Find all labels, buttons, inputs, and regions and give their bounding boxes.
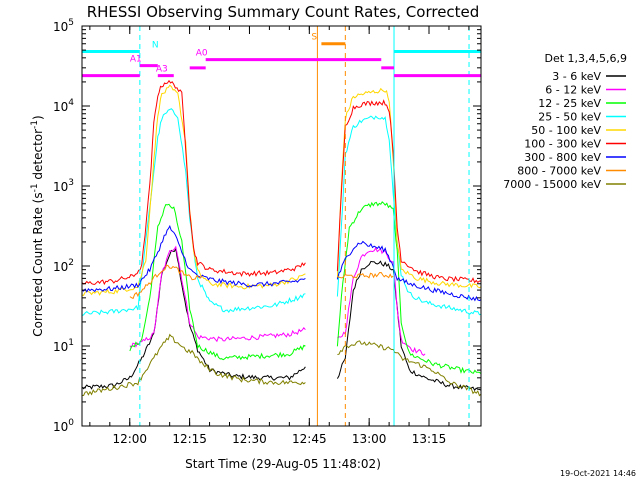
legend-label-12-25-kev: 12 - 25 keV (538, 97, 601, 110)
x-tick-label: 13:15 (412, 432, 447, 446)
x-tick-label: 12:45 (292, 432, 327, 446)
footer-date: 19-Oct-2021 14:46 (560, 469, 636, 478)
series-line-300-800-kev-seg-0 (82, 224, 306, 293)
x-axis: 12:00 12:15 12:30 12:45 13:00 13:15 (89, 26, 470, 446)
y-axis: 100 101 102 103 104 105 (53, 18, 481, 434)
series-line-100-300-kev-seg-0 (82, 79, 306, 286)
series-line-3-6-kev-seg-1 (336, 260, 481, 392)
series-layer (82, 79, 481, 397)
series-line-50-100-kev-seg-1 (336, 87, 481, 289)
series-line-100-300-kev-seg-1 (336, 99, 481, 284)
series-line-7000-15000-kev-seg-1 (337, 340, 481, 397)
series-line-25-50-kev-seg-1 (336, 115, 481, 316)
plot-frame (81, 25, 482, 427)
x-tick-label: 13:00 (352, 432, 387, 446)
annotation-label-s: S (311, 33, 317, 43)
legend-label-3-6-kev: 3 - 6 keV (552, 70, 601, 83)
y-tick-label: 104 (53, 98, 74, 114)
y-tick-label: 100 (53, 418, 74, 434)
y-tick-label: 101 (53, 338, 74, 354)
y-axis-label: Corrected Count Rate (s-1 detector-1) (30, 115, 45, 336)
x-axis-label: Start Time (29-Aug-05 11:48:02) (185, 457, 381, 471)
annotation-label-n: N (152, 41, 159, 51)
annotation-label-a0: A0 (196, 49, 208, 59)
vertical-lines (139, 26, 470, 426)
series-line-300-800-kev-seg-1 (336, 240, 481, 302)
series-line-12-25-kev-seg-1 (336, 201, 481, 375)
series-line-12-25-kev-seg-0 (129, 203, 306, 361)
series-line-6-12-kev-seg-0 (129, 245, 306, 349)
x-tick-label: 12:00 (112, 432, 147, 446)
series-line-3-6-kev-seg-0 (82, 247, 306, 390)
series-line-800-7000-kev-seg-1 (337, 271, 394, 279)
legend-label-25-50-kev: 25 - 50 keV (538, 111, 601, 124)
x-tick-label: 12:15 (172, 432, 207, 446)
legend-label-7000-15000-kev: 7000 - 15000 keV (503, 178, 601, 191)
y-tick-label: 103 (53, 178, 74, 194)
legend-label-6-12-kev: 6 - 12 keV (545, 84, 601, 97)
y-tick-label: 105 (53, 18, 74, 34)
annotation-bars: N S A1 A3 A0 (82, 33, 481, 78)
legend-label-50-100-kev: 50 - 100 keV (531, 124, 601, 137)
series-line-50-100-kev-seg-0 (82, 84, 306, 296)
series-line-6-12-kev-seg-1 (337, 246, 426, 356)
series-line-800-7000-kev-seg-0 (129, 264, 203, 300)
series-line-7000-15000-kev-seg-0 (82, 333, 306, 397)
legend-label-100-300-kev: 100 - 300 keV (524, 138, 601, 151)
legend-label-800-7000-kev: 800 - 7000 keV (517, 165, 601, 178)
legend-title: Det 1,3,4,5,6,9 (544, 52, 627, 65)
y-tick-label: 102 (53, 258, 74, 274)
x-tick-label: 12:30 (232, 432, 267, 446)
legend-label-300-800-kev: 300 - 800 keV (524, 151, 601, 164)
chart-title: RHESSI Observing Summary Count Rates, Co… (87, 3, 480, 21)
annotation-label-a3: A3 (156, 65, 168, 75)
annotation-label-a1: A1 (130, 55, 142, 65)
